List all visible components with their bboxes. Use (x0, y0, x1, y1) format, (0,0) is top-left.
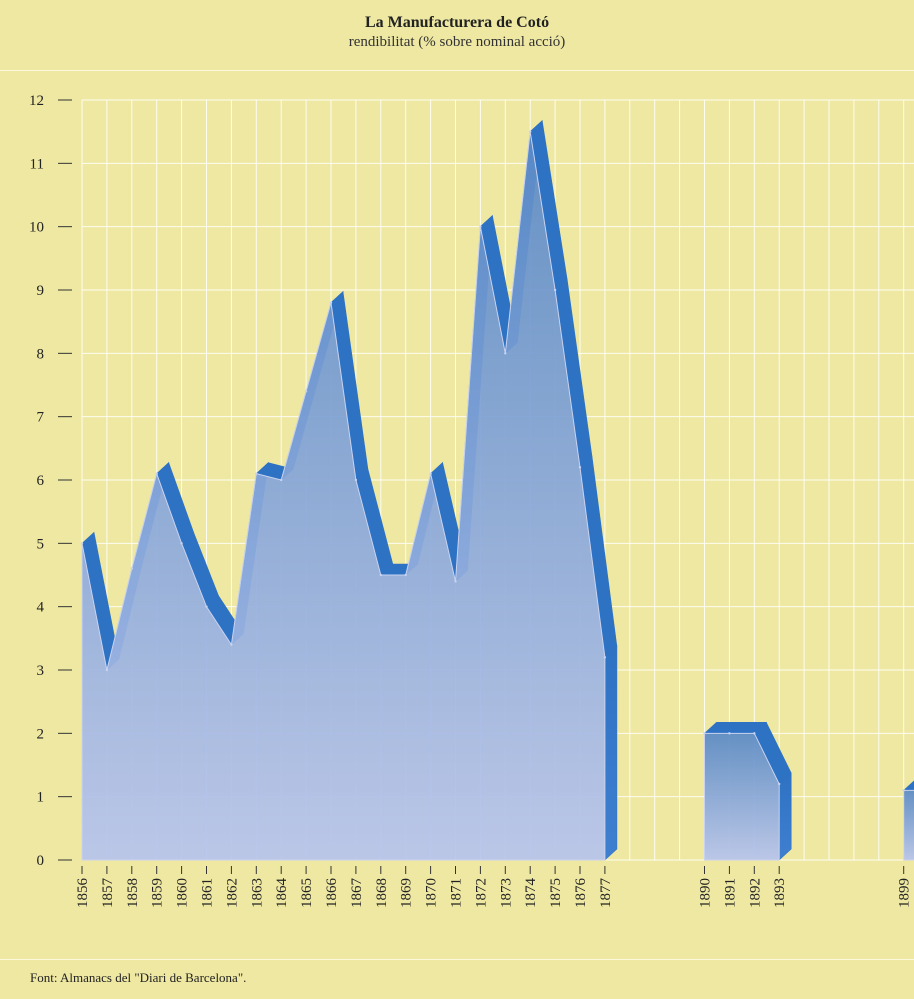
area-series-segment (903, 789, 914, 861)
x-tick-label: 1864 (274, 878, 290, 909)
data-point (753, 732, 756, 735)
data-point (454, 580, 457, 583)
chart-subtitle: rendibilitat (% sobre nominal acció) (348, 34, 566, 50)
y-tick-label: 8 (37, 346, 45, 362)
y-tick-label: 9 (37, 283, 45, 299)
area-fill (80, 130, 914, 861)
data-point (304, 390, 308, 393)
data-point (603, 656, 607, 659)
data-point (902, 789, 905, 792)
x-tick-label: 1869 (399, 878, 415, 908)
data-point (329, 301, 333, 304)
x-tick-label: 1865 (299, 878, 315, 908)
x-tick-label: 1872 (473, 878, 489, 908)
data-point (404, 573, 407, 577)
x-tick-label: 1874 (523, 878, 539, 909)
x-tick-label: 1868 (374, 878, 390, 908)
chart-title: La Manufacturera de Cotó (364, 14, 550, 31)
area-top-face (902, 780, 914, 791)
x-tick-label: 1899 (897, 878, 913, 908)
data-point (130, 567, 133, 570)
y-tick-label: 6 (37, 473, 45, 489)
y-tick-label: 5 (37, 536, 45, 552)
data-point (180, 542, 183, 545)
y-tick-label: 4 (37, 600, 45, 616)
data-point (80, 542, 84, 545)
data-point (728, 732, 731, 735)
x-tick-label: 1871 (449, 878, 465, 908)
source-divider (0, 959, 914, 960)
data-point (429, 472, 432, 475)
x-tick-label: 1870 (424, 878, 440, 908)
x-tick-label: 1862 (224, 878, 240, 908)
y-tick-label: 0 (37, 853, 45, 869)
y-tick-label: 7 (37, 410, 45, 426)
area-side-face (604, 645, 618, 861)
x-tick-label: 1876 (573, 878, 589, 909)
data-point (379, 573, 382, 577)
data-point (703, 732, 706, 735)
x-tick-label: 1893 (772, 878, 788, 908)
data-point (255, 472, 258, 475)
x-tick-label: 1859 (150, 878, 166, 908)
x-tick-label: 1892 (747, 878, 763, 908)
data-point (778, 782, 781, 786)
x-tick-label: 1891 (722, 878, 738, 908)
x-tick-label: 1867 (349, 878, 365, 909)
area-side-face (778, 772, 792, 861)
x-tick-label: 1890 (698, 878, 714, 908)
x-tick-label: 1860 (175, 878, 191, 908)
x-tick-label: 1857 (100, 878, 116, 909)
source-note: Font: Almanacs del "Diari de Barcelona". (30, 970, 247, 985)
x-tick-label: 1877 (598, 878, 614, 909)
data-point (205, 605, 208, 608)
data-point (230, 643, 233, 646)
y-tick-label: 2 (37, 726, 45, 742)
data-point (529, 130, 532, 133)
y-tick-label: 12 (29, 93, 44, 109)
title-divider (0, 70, 914, 71)
x-tick-label: 1866 (324, 878, 340, 909)
x-tick-label: 1858 (125, 878, 141, 908)
area-series-segment (81, 131, 606, 861)
y-tick-label: 1 (37, 790, 45, 806)
data-point (479, 225, 482, 228)
data-point (155, 472, 158, 475)
x-tick-label: 1863 (249, 878, 265, 908)
y-tick-label: 10 (29, 220, 44, 236)
x-tick-label: 1873 (498, 878, 514, 908)
y-tick-label: 3 (37, 663, 45, 679)
data-point (578, 466, 582, 469)
x-tick-label: 1861 (200, 878, 216, 908)
data-point (105, 668, 109, 672)
data-point (504, 352, 507, 355)
data-point (354, 478, 358, 482)
data-point (280, 478, 283, 482)
y-tick-label: 11 (30, 156, 44, 172)
x-tick-label: 1875 (548, 878, 564, 908)
data-point (553, 288, 557, 292)
x-tick-label: 1856 (75, 878, 91, 909)
